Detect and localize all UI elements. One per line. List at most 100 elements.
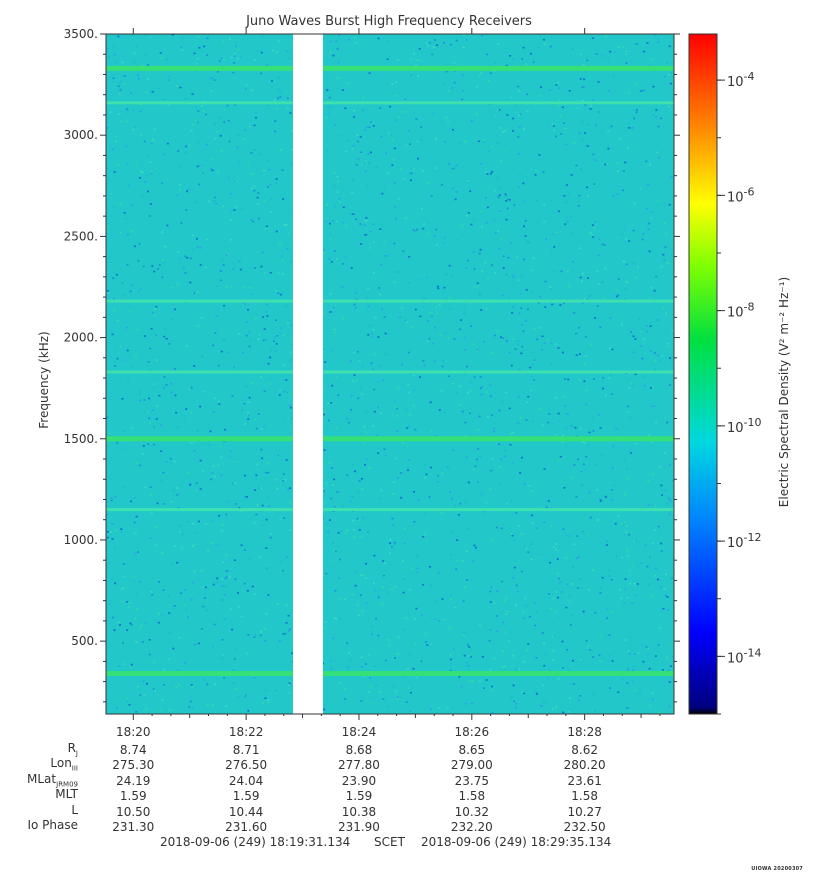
heatmap-cell: [415, 676, 418, 679]
heatmap-cell: [413, 389, 416, 391]
heatmap-cell: [466, 528, 469, 530]
heatmap-cell: [465, 456, 468, 459]
heatmap-cell: [581, 138, 584, 141]
heatmap-cell: [423, 223, 426, 225]
heatmap-cell: [276, 487, 279, 490]
heatmap-cell: [161, 552, 164, 554]
heatmap-cell: [236, 459, 239, 461]
heatmap-cell: [606, 608, 609, 610]
heatmap-cell: [333, 505, 336, 508]
heatmap-cell: [458, 676, 461, 678]
heatmap-cell: [122, 663, 125, 665]
heatmap-cell: [512, 274, 514, 276]
heatmap-cell: [328, 258, 331, 260]
heatmap-cell: [581, 272, 584, 275]
heatmap-cell: [668, 203, 671, 206]
heatmap-cell: [465, 501, 468, 504]
heatmap-cell: [530, 52, 533, 55]
heatmap-cell: [121, 398, 124, 400]
y-tick-label: 1000.: [64, 533, 98, 547]
heatmap-cell: [664, 222, 666, 225]
heatmap-cell: [659, 359, 662, 362]
emission-band: [106, 508, 674, 512]
heatmap-cell: [226, 104, 229, 107]
heatmap-cell: [630, 331, 633, 333]
heatmap-cell: [535, 527, 538, 529]
heatmap-cell: [422, 535, 425, 538]
heatmap-cell: [145, 708, 148, 710]
heatmap-cell: [291, 417, 294, 419]
heatmap-cell: [547, 421, 550, 424]
heatmap-cell: [458, 328, 461, 331]
heatmap-cell: [625, 50, 628, 52]
heatmap-cell: [432, 113, 434, 115]
heatmap-cell: [209, 430, 212, 433]
heatmap-cell: [654, 504, 657, 507]
heatmap-cell: [430, 315, 433, 317]
heatmap-cell: [119, 231, 122, 234]
heatmap-cell: [558, 98, 561, 101]
heatmap-cell: [447, 90, 450, 92]
heatmap-cell: [190, 411, 193, 414]
heatmap-cell: [464, 421, 467, 424]
x-tick-label: 18:28: [567, 725, 602, 739]
heatmap-cell: [646, 42, 649, 44]
heatmap-cell: [379, 293, 382, 296]
heatmap-cell: [394, 585, 397, 588]
heatmap-cell: [608, 654, 611, 657]
heatmap-cell: [135, 641, 138, 643]
heatmap-cell: [198, 46, 201, 49]
heatmap-cell: [390, 588, 393, 591]
heatmap-cell: [383, 316, 386, 318]
heatmap-cell: [242, 137, 245, 140]
heatmap-cell: [183, 418, 186, 420]
heatmap-cell: [344, 256, 347, 258]
heatmap-cell: [234, 688, 237, 690]
heatmap-cell: [601, 454, 604, 456]
heatmap-cell: [368, 467, 371, 469]
heatmap-cell: [597, 81, 600, 83]
heatmap-cell: [373, 554, 376, 557]
heatmap-cell: [393, 543, 396, 546]
heatmap-cell: [128, 602, 131, 604]
heatmap-cell: [394, 657, 396, 659]
heatmap-cell: [412, 229, 415, 231]
heatmap-cell: [109, 603, 112, 605]
heatmap-cell: [128, 185, 131, 188]
heatmap-cell: [377, 596, 380, 599]
heatmap-cell: [330, 307, 333, 310]
heatmap-cell: [167, 103, 170, 106]
ephemeris-row-label: L: [8, 803, 78, 817]
heatmap-cell: [449, 653, 452, 656]
heatmap-cell: [517, 152, 520, 155]
heatmap-cell: [217, 400, 220, 403]
heatmap-cell: [639, 692, 642, 694]
heatmap-cell: [115, 707, 118, 709]
heatmap-cell: [174, 394, 177, 397]
heatmap-cell: [501, 666, 504, 669]
heatmap-cell: [372, 424, 375, 427]
heatmap-cell: [150, 512, 153, 515]
heatmap-cell: [657, 525, 660, 528]
heatmap-cell: [349, 500, 352, 503]
heatmap-cell: [596, 489, 599, 491]
heatmap-cell: [646, 330, 649, 333]
heatmap-cell: [564, 127, 567, 130]
heatmap-cell: [338, 197, 341, 200]
heatmap-cell: [124, 218, 127, 220]
heatmap-cell: [420, 660, 423, 663]
heatmap-cell: [665, 312, 667, 315]
heatmap-cell: [541, 507, 544, 509]
heatmap-cell: [409, 143, 411, 145]
heatmap-cell: [632, 229, 635, 232]
heatmap-cell: [529, 366, 532, 369]
heatmap-cell: [263, 390, 266, 393]
heatmap-cell: [365, 233, 368, 236]
heatmap-cell: [403, 542, 406, 545]
heatmap-cell: [560, 270, 563, 273]
heatmap-cell: [508, 198, 511, 201]
heatmap-cell: [352, 178, 355, 181]
heatmap-cell: [274, 120, 277, 122]
heatmap-cell: [400, 111, 403, 113]
heatmap-cell: [481, 270, 484, 273]
